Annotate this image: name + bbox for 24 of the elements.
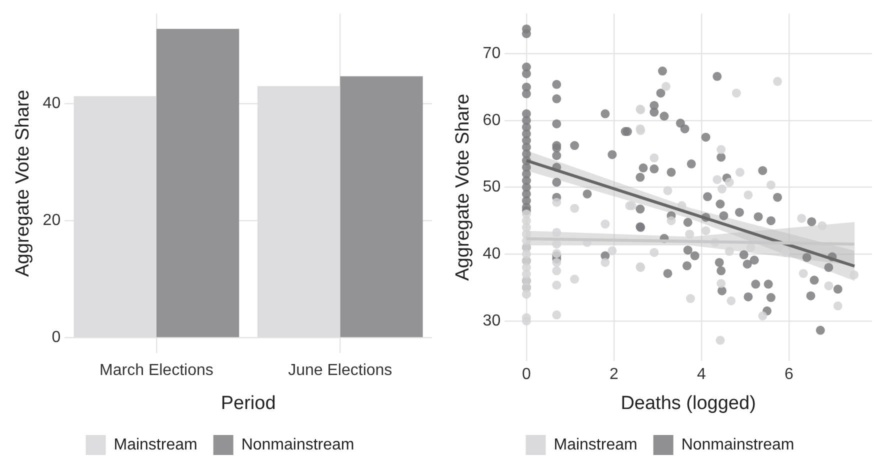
y-tick-label: 0 [52, 329, 61, 346]
x-tick-label: 6 [784, 366, 794, 384]
legend-label: Nonmainstream [241, 436, 354, 454]
y-tick-label: 50 [482, 178, 501, 196]
x-tick-label: June Elections [288, 362, 392, 380]
y-tick-label: 40 [42, 95, 61, 112]
x-tick-label: 2 [609, 366, 618, 384]
x-tick-label: 0 [522, 366, 532, 384]
x-tick-label: March Elections [100, 362, 214, 380]
y-axis-title: Aggregate Vote Share [12, 90, 34, 277]
y-tick-label: 30 [482, 312, 501, 330]
bar [340, 76, 423, 338]
legend-label: Mainstream [114, 436, 198, 454]
y-tick-label: 20 [42, 212, 61, 230]
y-tick-label: 40 [482, 246, 501, 263]
legend-label: Mainstream [554, 436, 638, 454]
x-axis-title: Period [220, 392, 276, 414]
y-tick-label: 70 [482, 45, 501, 62]
y-axis-title: Aggregate Vote Share [452, 94, 474, 281]
x-axis-title: Deaths (logged) [620, 392, 756, 414]
x-tick-label: 4 [696, 366, 706, 384]
legend-label: Nonmainstream [681, 436, 794, 454]
bar [156, 28, 240, 338]
y-tick-label: 60 [482, 112, 501, 129]
